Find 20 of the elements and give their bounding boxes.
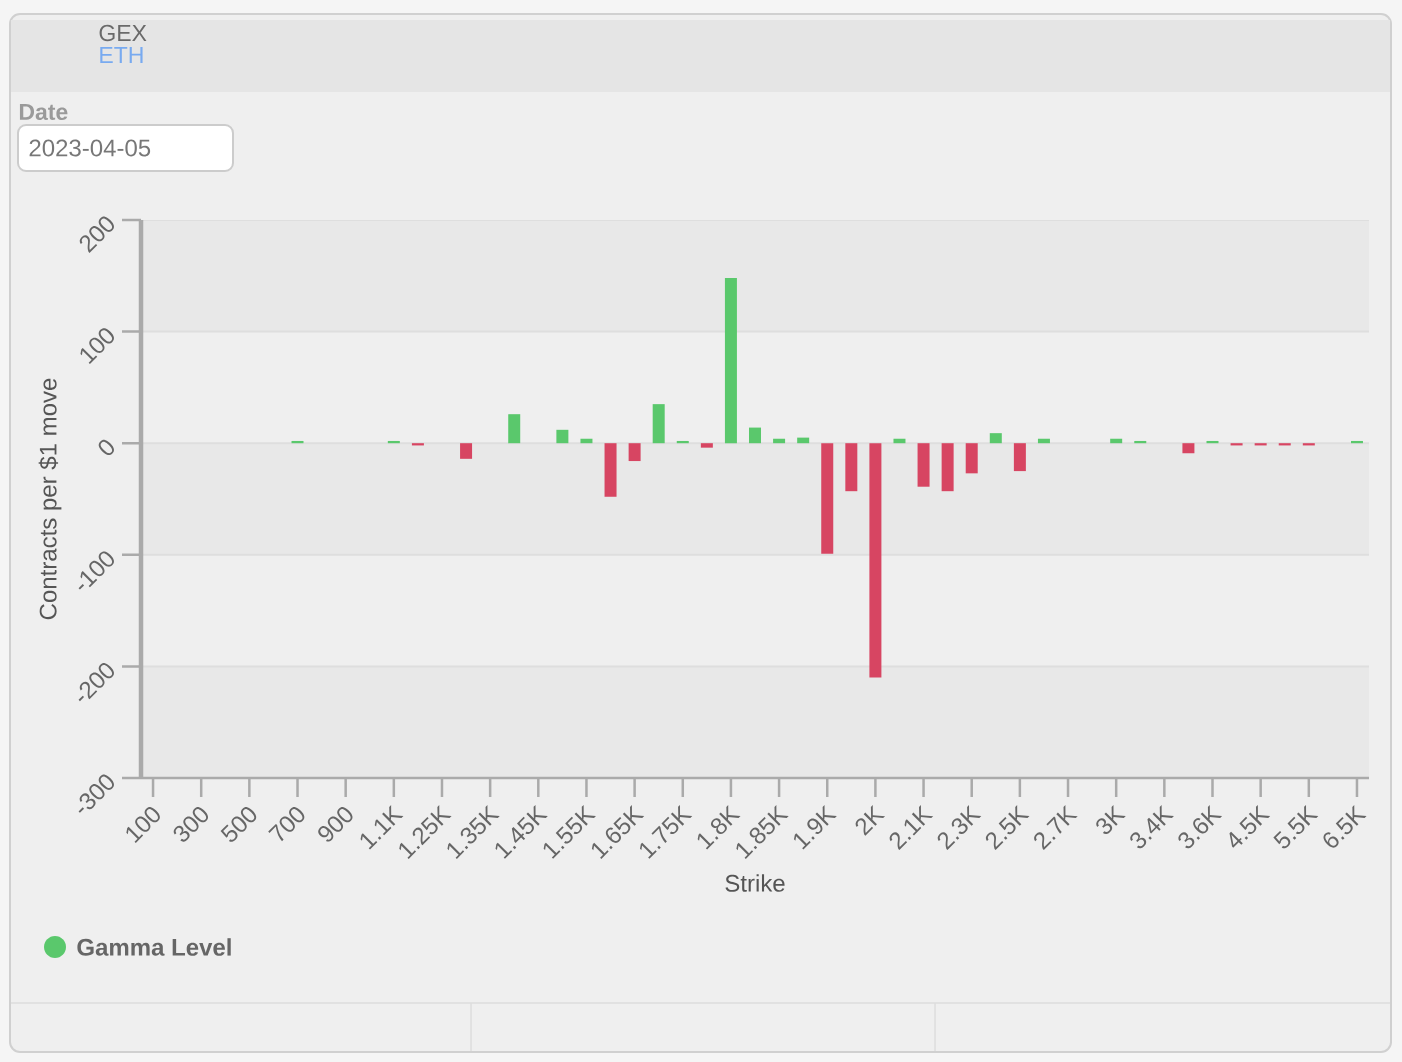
y-tick-label: 0 [98,439,114,456]
text: Date [19,103,68,121]
y-tick-label: 200 [79,216,114,253]
x-tick-label: 900 [318,807,353,842]
chart-subtitle: ETH [100,47,143,63]
x-tick-label: 3K [1096,805,1126,835]
x-axis-title: Strike [725,874,785,892]
x-tick-label: 2K [855,805,886,836]
y-tick-label: -100 [78,551,114,590]
y-tick-label: 100 [80,328,114,365]
chart-title: GEX [99,24,147,42]
y-tick-label: -300 [78,774,114,813]
text: 2023-04-05 [29,139,151,157]
x-tick-label: 100 [126,807,160,843]
x-tick-label: 300 [173,807,209,842]
y-axis-title: Contracts per $1 move [38,378,62,620]
x-tick-label: 500 [220,807,257,842]
legend-label: Gamma Level [77,938,231,956]
x-tick-label: 700 [268,807,305,842]
y-tick-label: -200 [78,663,114,702]
